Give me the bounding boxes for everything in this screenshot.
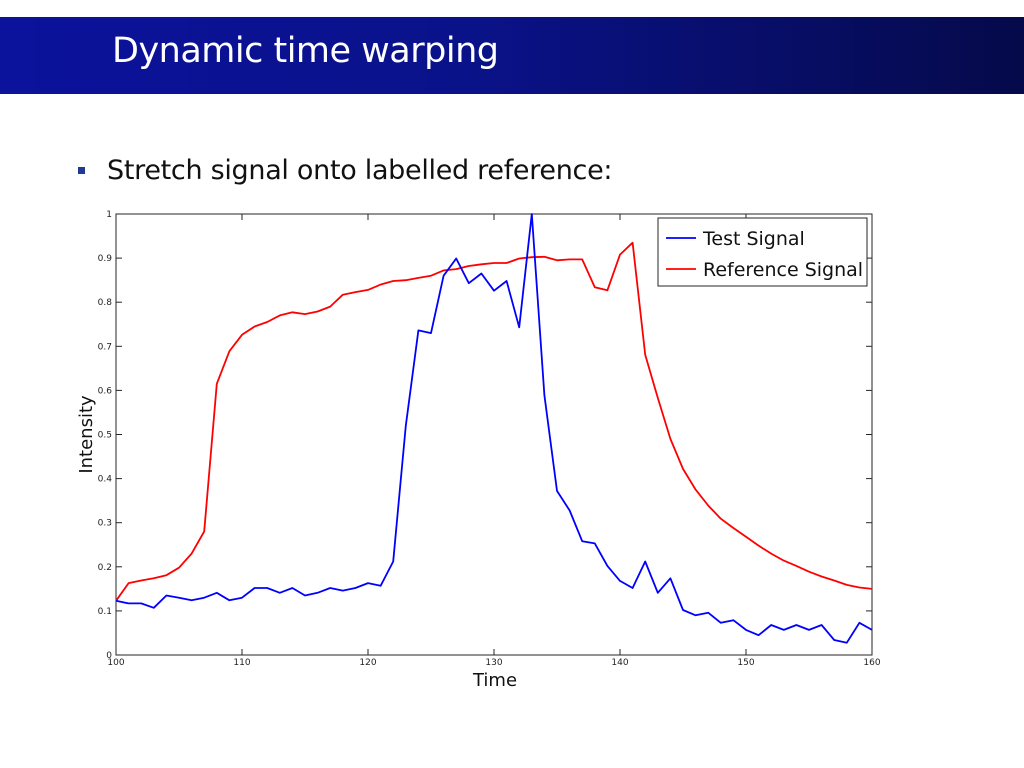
y-tick-label: 0.5	[98, 431, 112, 441]
slide-title: Dynamic time warping	[112, 31, 499, 71]
y-tick-label: 0.9	[98, 254, 113, 264]
y-tick-label: 1	[106, 210, 112, 220]
x-tick-label: 100	[107, 658, 124, 668]
x-tick-label: 150	[737, 658, 754, 668]
x-tick-label: 140	[611, 658, 628, 668]
legend-box	[657, 217, 868, 287]
x-tick-label: 110	[233, 658, 250, 668]
y-tick-label: 0	[106, 651, 112, 661]
title-bar	[0, 17, 1024, 94]
x-tick-label: 130	[485, 658, 502, 668]
y-tick-label: 0.2	[98, 563, 112, 573]
bullet-square-icon	[78, 166, 85, 174]
y-tick-label: 0.3	[98, 519, 112, 529]
y-tick-label: 0.7	[98, 342, 112, 352]
bullet-item: Stretch signal onto labelled reference:	[78, 152, 613, 188]
x-tick-label: 160	[863, 658, 880, 668]
y-tick-label: 0.4	[98, 475, 113, 485]
y-tick-label: 0.8	[98, 298, 113, 308]
series-line-test-signal	[115, 213, 873, 644]
y-axis-label: Intensity	[76, 395, 97, 474]
x-axis-label: Time	[472, 670, 517, 691]
x-tick-label: 120	[359, 658, 376, 668]
y-tick-label: 0.6	[98, 386, 113, 396]
bullet-text: Stretch signal onto labelled reference:	[107, 154, 613, 186]
legend-label-reference-signal: Reference Signal	[703, 259, 863, 281]
y-tick-label: 0.1	[98, 607, 112, 617]
series-line-reference-signal	[115, 241, 873, 602]
legend-label-test-signal: Test Signal	[702, 228, 805, 250]
